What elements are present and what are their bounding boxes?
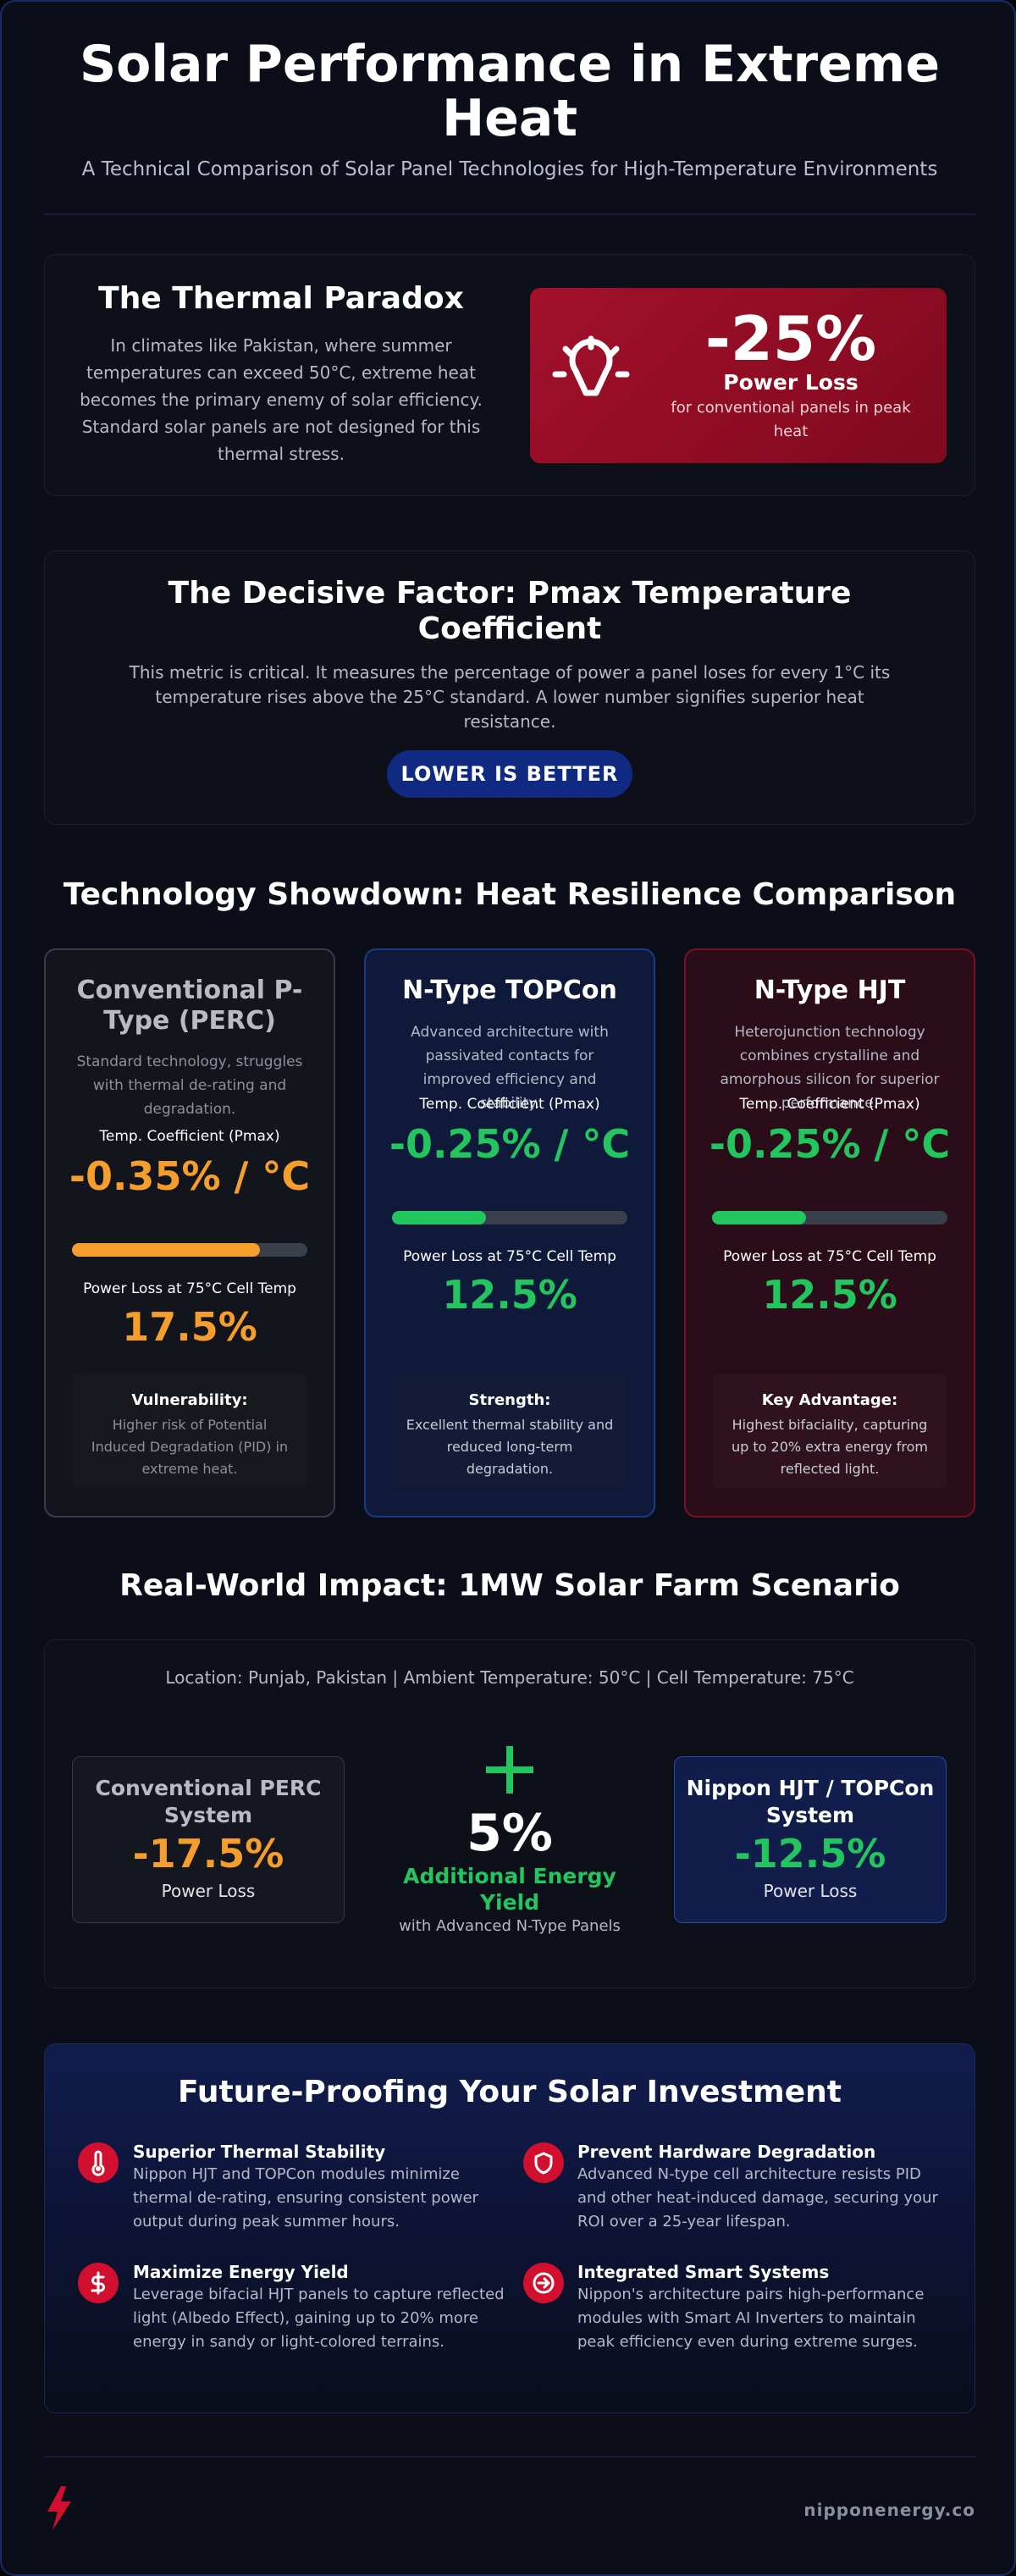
coef-label: Temp. Coefficient (Pmax): [99, 1128, 280, 1145]
tech-card-desc: Advanced architecture with passivated co…: [411, 1024, 609, 1112]
lightning-icon: [47, 2486, 71, 2530]
tech-card-title: Conventional P-Type (PERC): [76, 976, 303, 1036]
coef-bar: [392, 1211, 627, 1224]
future-item-head: Superior Thermal Stability: [133, 2142, 386, 2162]
coef-label: Temp. Coefficient (Pmax): [419, 1096, 600, 1113]
key-advantage-head: Key Advantage:: [761, 1391, 898, 1409]
thermal-paradox-text: In climates like Pakistan, where summer …: [80, 335, 483, 464]
footer-divider: [44, 2456, 975, 2457]
power-loss-value: 12.5%: [762, 1272, 897, 1318]
nippon-system-title: Nippon HJT / TOPCon System: [686, 1776, 935, 1827]
power-loss-note: for conventional panels in peak heat: [671, 399, 911, 440]
coef-value: -0.25% / °C: [389, 1121, 631, 1167]
plus-icon-bar: [486, 1766, 533, 1773]
power-loss-stat-box: [530, 288, 947, 463]
page-subtitle: A Technical Comparison of Solar Panel Te…: [81, 158, 938, 180]
vulnerability-head: Vulnerability:: [131, 1391, 248, 1409]
tech-card-desc: Heterojunction technology combines cryst…: [720, 1024, 940, 1112]
impact-title: Real-World Impact: 1MW Solar Farm Scenar…: [119, 1568, 900, 1603]
dollar-icon: [78, 2263, 119, 2303]
perc-system-title: Conventional PERC System: [95, 1776, 322, 1827]
future-item-head: Integrated Smart Systems: [577, 2262, 830, 2282]
footer-website[interactable]: nipponenergy.co: [803, 2500, 975, 2520]
coef-bar-fill: [392, 1211, 487, 1224]
power-loss-value: 17.5%: [122, 1304, 257, 1350]
lower-is-better-badge: LOWER IS BETTER: [387, 750, 632, 798]
coef-value: -0.25% / °C: [709, 1121, 951, 1167]
future-item-text: Nippon HJT and TOPCon modules minimize t…: [133, 2165, 478, 2231]
shield-icon: [523, 2142, 564, 2183]
power-loss-label: Power Loss at 75°C Cell Temp: [403, 1248, 616, 1265]
future-item-head: Prevent Hardware Degradation: [577, 2142, 876, 2162]
decisive-factor-title: The Decisive Factor: Pmax Temperature Co…: [168, 576, 852, 646]
key-advantage-text: Highest bifaciality, capturing up to 20%…: [731, 1417, 929, 1477]
decisive-factor-text: This metric is critical. It measures the…: [129, 662, 891, 732]
coef-bar-fill: [72, 1243, 261, 1257]
power-loss-label: Power Loss at 75°C Cell Temp: [723, 1248, 936, 1265]
additional-yield-note: with Advanced N-Type Panels: [399, 1917, 621, 1935]
future-item-text: Advanced N-type cell architecture resist…: [577, 2165, 938, 2231]
coef-bar-fill: [712, 1211, 807, 1224]
coef-label: Temp. Coefficient (Pmax): [739, 1096, 920, 1113]
coef-value: -0.35% / °C: [69, 1153, 311, 1199]
page-title: Solar Performance in Extreme Heat: [79, 35, 941, 148]
vulnerability-text: Higher risk of Potential Induced Degrada…: [91, 1417, 289, 1477]
key-advantage-box: [712, 1374, 947, 1488]
header-divider: [44, 213, 975, 215]
power-loss-label: Power Loss at 75°C Cell Temp: [83, 1280, 296, 1297]
power-loss-value: -25%: [704, 303, 877, 374]
coef-bar: [72, 1243, 307, 1257]
power-loss-label: Power Loss: [723, 370, 859, 395]
future-item-text: Nippon's architecture pairs high-perform…: [577, 2286, 925, 2351]
strength-head: Strength:: [468, 1391, 551, 1409]
strength-text: Excellent thermal stability and reduced …: [406, 1417, 614, 1477]
scenario-location: Location: Punjab, Pakistan | Ambient Tem…: [165, 1667, 854, 1688]
additional-yield-label: Additional Energy Yield: [403, 1864, 616, 1915]
future-proofing-card: [44, 2043, 975, 2413]
perc-system-box: [72, 1756, 345, 1923]
tech-card-title: N-Type HJT: [754, 976, 906, 1005]
thermal-paradox-title: The Thermal Paradox: [98, 281, 464, 316]
future-proofing-title: Future-Proofing Your Solar Investment: [178, 2075, 842, 2109]
coef-bar: [712, 1211, 947, 1224]
sun-icon: [552, 335, 630, 396]
future-item-text: Leverage bifacial HJT panels to capture …: [133, 2286, 505, 2351]
perc-system-loss-label: Power Loss: [161, 1881, 256, 1901]
power-loss-value: 12.5%: [442, 1272, 577, 1318]
perc-system-loss: -17.5%: [132, 1831, 284, 1877]
tech-card-title: N-Type TOPCon: [402, 976, 617, 1005]
thermometer-icon: [78, 2142, 119, 2183]
strength-box: [392, 1374, 627, 1488]
vulnerability-box: [72, 1374, 307, 1488]
additional-yield-value: 5%: [467, 1804, 553, 1863]
arrow-right-icon: [523, 2263, 564, 2303]
tech-card-desc: Standard technology, struggles with ther…: [76, 1053, 303, 1118]
nippon-system-loss: -12.5%: [734, 1831, 886, 1877]
nippon-system-loss-label: Power Loss: [763, 1881, 858, 1901]
nippon-system-box: [674, 1756, 947, 1923]
showdown-title: Technology Showdown: Heat Resilience Com…: [63, 877, 957, 912]
future-item-head: Maximize Energy Yield: [133, 2262, 349, 2282]
